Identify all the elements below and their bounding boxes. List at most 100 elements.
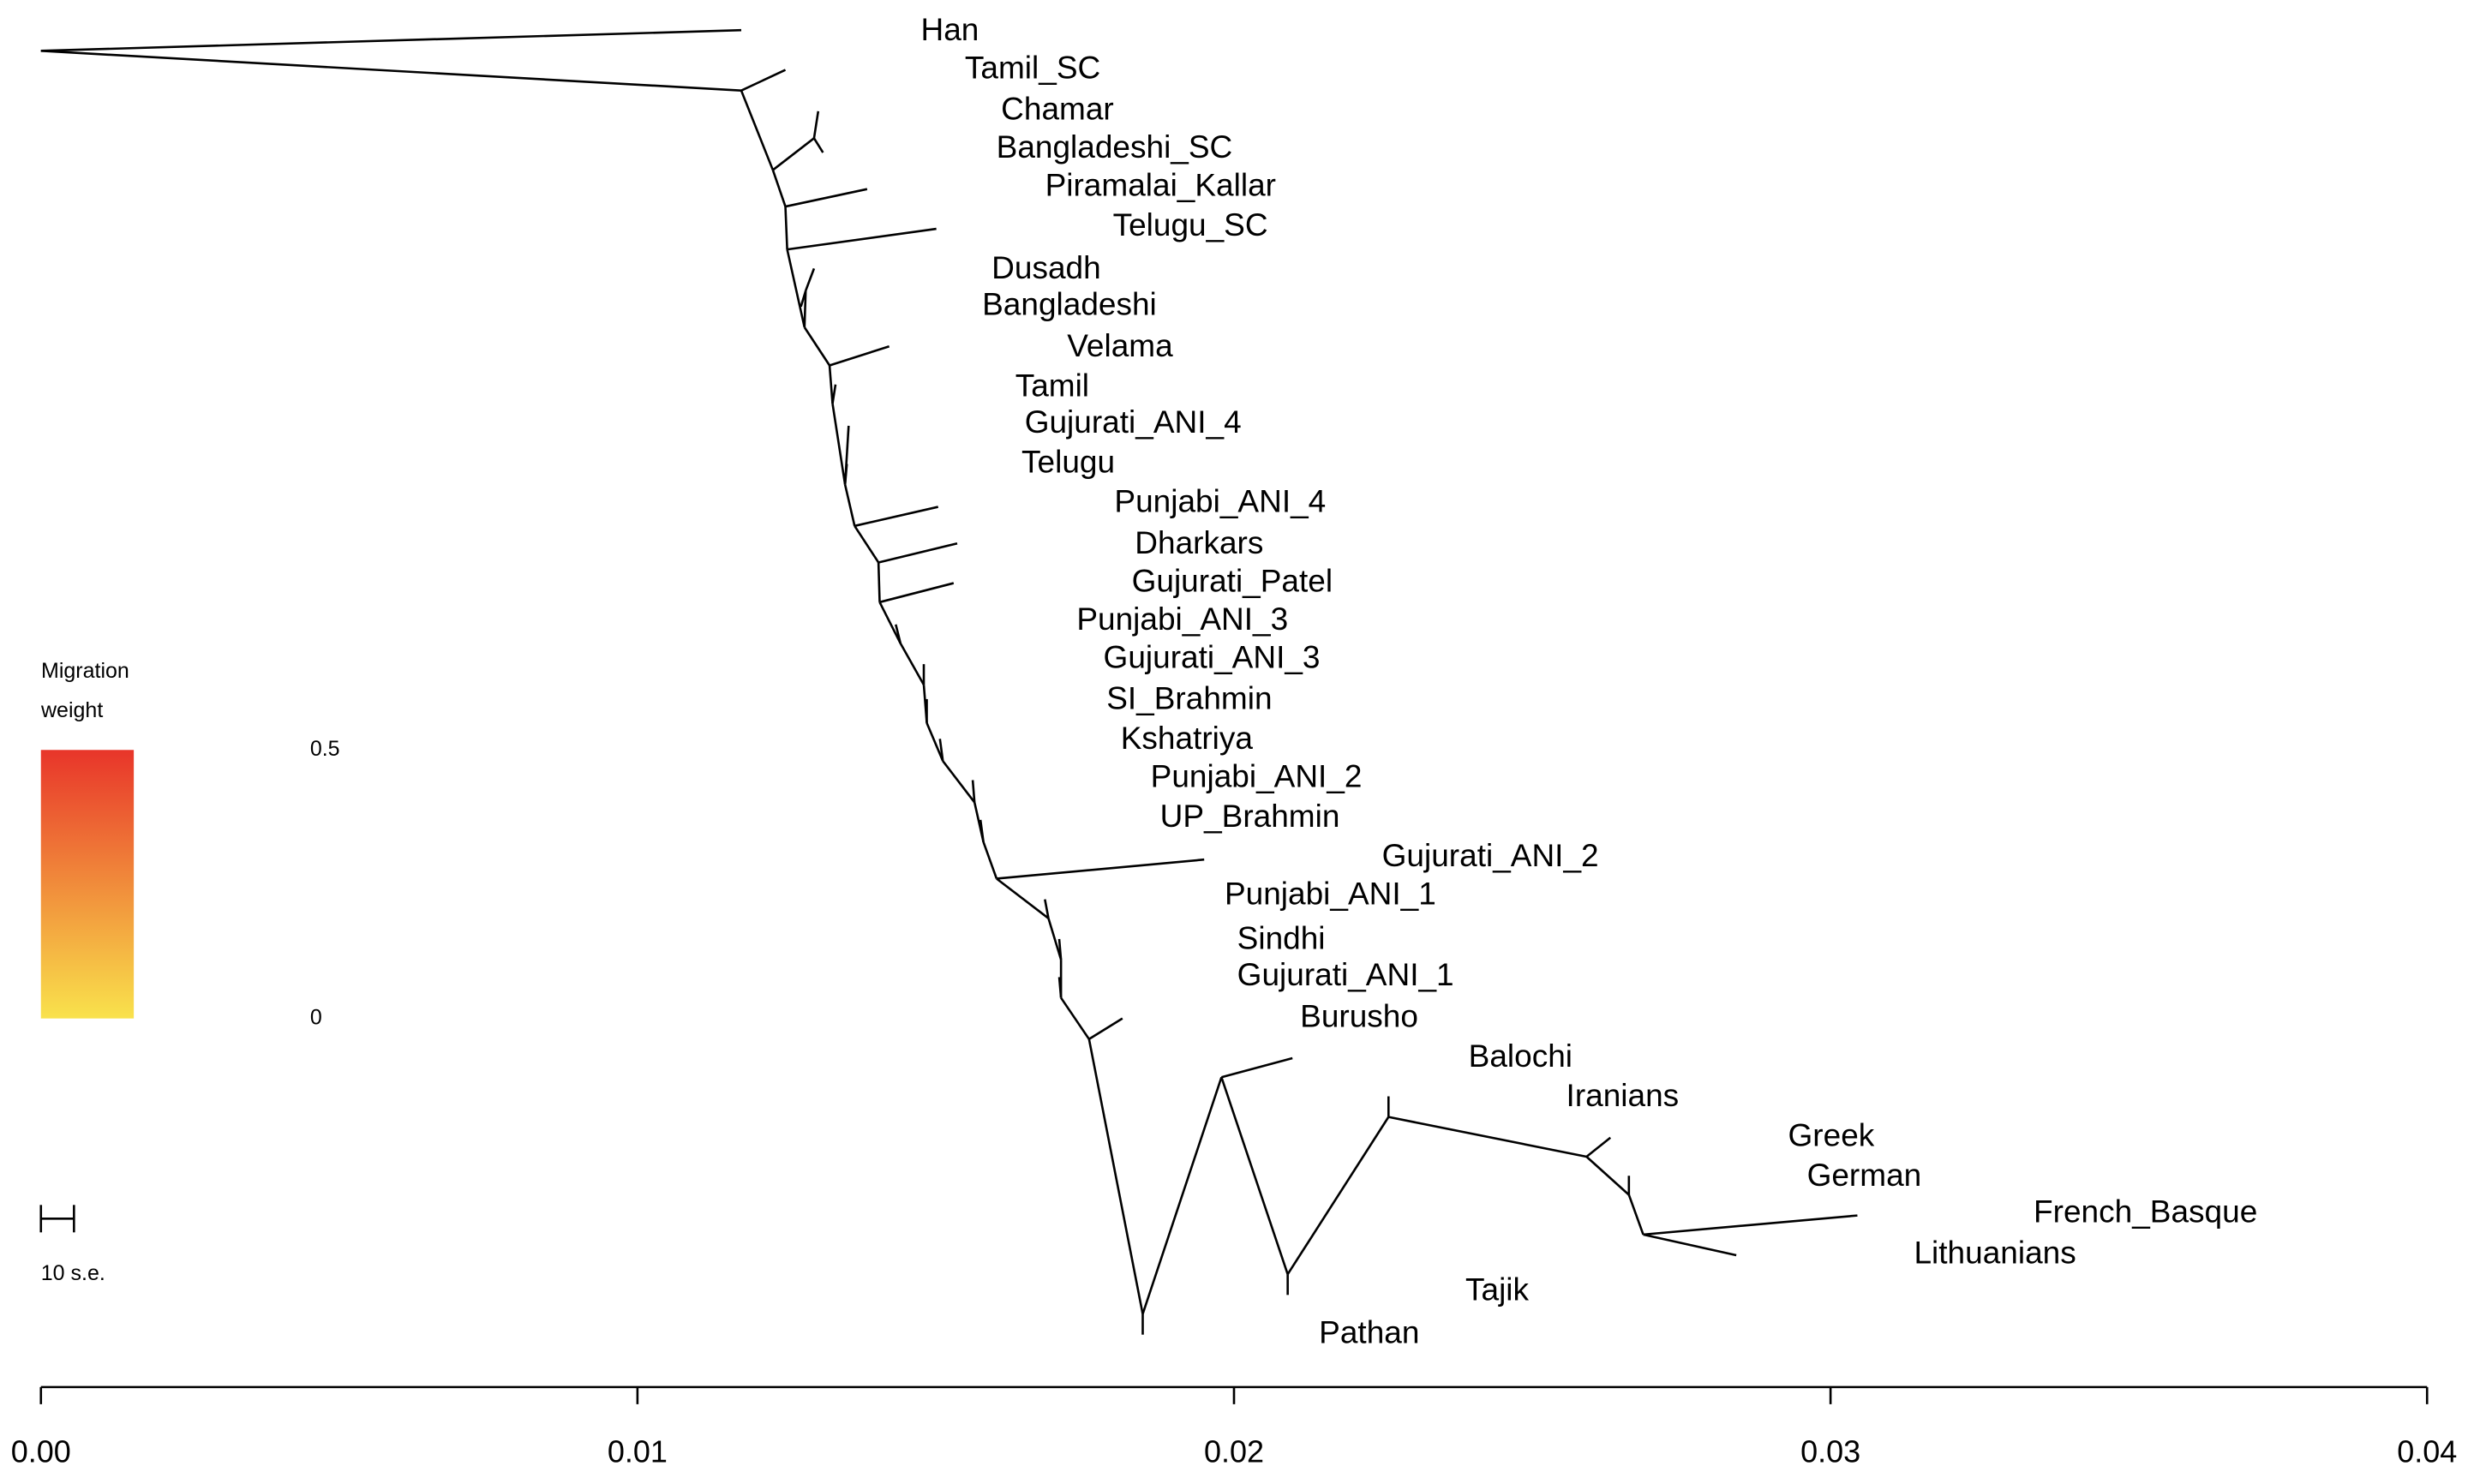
- branch: [878, 542, 958, 564]
- branch: [1057, 938, 1063, 960]
- branch: [803, 326, 831, 367]
- leaf-label: Bangladeshi: [982, 287, 1157, 322]
- branch: [1585, 1156, 1630, 1196]
- leaf-label: Telugu: [1021, 444, 1115, 479]
- leaf-label: Chamar: [1001, 92, 1114, 127]
- x-tick-label: 0.01: [608, 1433, 668, 1469]
- legend-tick-label: 0.5: [310, 737, 340, 761]
- branch: [812, 111, 820, 139]
- legend-gradient: [40, 750, 135, 1019]
- leaf-label: Telugu_SC: [1113, 207, 1268, 242]
- leaf-label: Bangladeshi_SC: [997, 129, 1233, 165]
- leaf-label: Gujurati_ANI_3: [1104, 639, 1321, 674]
- leaf-label: Tajik: [1465, 1272, 1530, 1307]
- branch: [854, 506, 939, 528]
- branch: [786, 248, 806, 328]
- branch: [772, 137, 815, 171]
- leaf-label: Iranians: [1566, 1078, 1680, 1113]
- leaf-label: Gujurati_ANI_2: [1382, 838, 1599, 873]
- branch: [926, 722, 944, 762]
- x-tick-label: 0.04: [2397, 1433, 2457, 1469]
- branch: [996, 877, 1050, 919]
- branch: [938, 739, 944, 762]
- leaf-label: Gujurati_ANI_4: [1025, 404, 1242, 440]
- leaf-label: Dusadh: [991, 250, 1101, 285]
- leaf-label: Greek: [1788, 1118, 1875, 1153]
- branch: [971, 780, 976, 803]
- branch: [831, 384, 837, 404]
- leaf-label: Tamil_SC: [965, 50, 1100, 85]
- x-tick-label: 0.02: [1204, 1433, 1264, 1469]
- leaf-label: Punjabi_ANI_2: [1151, 758, 1363, 793]
- branch: [996, 858, 1205, 880]
- leaf-label: Punjabi_ANI_4: [1114, 484, 1326, 519]
- branch: [1643, 1214, 1858, 1236]
- leaf-label: Piramalai_Kallar: [1045, 168, 1276, 203]
- branch: [1627, 1194, 1644, 1236]
- leaf-label: Pathan: [1319, 1314, 1419, 1349]
- branch: [787, 227, 937, 251]
- branch: [979, 819, 985, 842]
- branch: [942, 760, 976, 804]
- leaf-label: German: [1807, 1158, 1922, 1193]
- leaf-label: French_Basque: [2034, 1194, 2257, 1230]
- branch: [831, 403, 847, 485]
- leaf-label: Punjabi_ANI_1: [1225, 877, 1436, 912]
- leaf-label: Punjabi_ANI_3: [1076, 601, 1288, 637]
- branch: [1643, 1233, 1737, 1257]
- branch: [812, 137, 824, 153]
- leaf-label: Han: [920, 12, 979, 47]
- leaf-label: UP_Brahmin: [1160, 799, 1340, 834]
- scale-bar-label: 10 s.e.: [41, 1261, 105, 1285]
- branch: [877, 562, 881, 602]
- branch: [878, 601, 902, 644]
- branch: [800, 290, 807, 308]
- branch: [771, 169, 787, 207]
- branch: [895, 624, 902, 644]
- branch: [879, 582, 955, 604]
- branch: [803, 290, 807, 328]
- leaf-label: Sindhi: [1237, 921, 1326, 956]
- branch: [804, 267, 816, 291]
- branch: [843, 484, 856, 527]
- leaf-label: Velama: [1067, 328, 1173, 363]
- branch: [982, 841, 998, 879]
- branch: [843, 464, 848, 485]
- leaf-label: SI_Brahmin: [1106, 681, 1272, 716]
- leaf-label: Dharkars: [1135, 525, 1263, 560]
- branch: [899, 643, 926, 685]
- branch: [1388, 1116, 1587, 1158]
- branch: [829, 345, 890, 367]
- leaf-label: Kshatriya: [1121, 721, 1254, 756]
- branch: [784, 206, 788, 250]
- branch: [1220, 1076, 1289, 1275]
- branch: [1047, 918, 1063, 960]
- leaf-label: Burusho: [1300, 998, 1418, 1033]
- branch: [828, 365, 834, 404]
- branch: [785, 188, 868, 208]
- leaf-label: Balochi: [1469, 1038, 1572, 1074]
- branch: [1141, 1076, 1223, 1314]
- leaf-label: Gujurati_ANI_1: [1237, 957, 1454, 992]
- legend-title: Migration weight: [41, 659, 129, 722]
- leaf-label: Tamil: [1015, 368, 1089, 403]
- branch: [1088, 1017, 1123, 1040]
- branch: [1286, 1116, 1390, 1275]
- branch: [1087, 1038, 1144, 1314]
- leaf-label: Gujurati_Patel: [1132, 563, 1333, 598]
- branch: [1221, 1056, 1293, 1079]
- branch: [1057, 977, 1063, 998]
- branch: [40, 50, 742, 92]
- branch: [1044, 899, 1050, 919]
- x-tick-label: 0.00: [11, 1433, 71, 1469]
- leaf-label: Lithuanians: [1914, 1236, 2076, 1271]
- legend-tick-label: 0: [310, 1005, 322, 1029]
- branch: [854, 525, 880, 564]
- branch: [1585, 1136, 1612, 1158]
- x-tick-label: 0.03: [1800, 1433, 1860, 1469]
- branch: [1060, 996, 1090, 1040]
- branch: [740, 69, 787, 92]
- branch: [740, 90, 775, 171]
